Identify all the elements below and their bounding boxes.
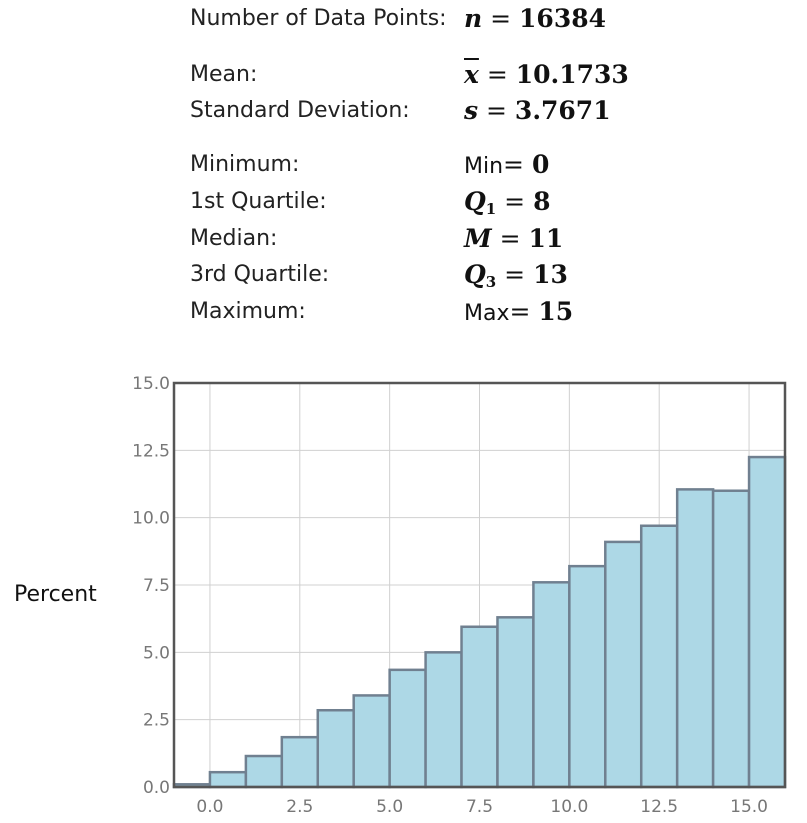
value-median: 11 [528,224,564,253]
y-tick-label-4: 10.0 [132,509,170,529]
stat-label-q3: 3rd Quartile: [190,262,330,287]
bar-0 [208,770,248,789]
x-tick-label-0: 0.0 [196,797,223,817]
x-tick-labels: 0.0 2.5 5.0 7.5 10.0 12.5 15.0 [196,797,768,817]
histogram-bars [172,455,787,789]
y-tick-label-0: 0.0 [143,778,170,798]
bar-7 [460,625,499,789]
x-tick-label-2: 5.0 [376,797,403,817]
plot-frame [172,381,787,789]
bar-12 [639,524,679,789]
prefix-min: Min [464,154,504,179]
value-n: 16384 [519,4,607,33]
bar-3 [316,708,355,789]
symbol-n: n [464,4,483,33]
stat-value-n: n = 16384 [464,4,607,33]
symbol-xbar: x [464,60,479,89]
y-tick-labels: 0.0 2.5 5.0 7.5 10.0 12.5 15.0 [132,374,170,798]
value-q3: 13 [533,260,568,289]
value-min: 0 [531,150,550,179]
y-tick-label-3: 7.5 [143,576,170,596]
stat-value-median: M = 11 [464,224,564,253]
stat-label-mean: Mean: [190,62,258,87]
stat-label-median: Median: [190,226,278,251]
bar-15 [747,455,787,789]
bar-4 [352,694,391,789]
y-tick-label-6: 15.0 [132,374,170,394]
bar-10 [568,564,607,789]
subscript-q3: 3 [485,273,497,291]
stat-label-min: Minimum: [190,152,300,177]
y-tick-label-1: 2.5 [143,711,170,731]
value-sd: 3.7671 [514,96,611,125]
stat-label-sd: Standard Deviation: [190,98,410,123]
y-tick-label-2: 5.0 [143,643,170,663]
bar-5 [388,668,427,789]
prefix-max: Max [464,301,510,326]
value-q1: 8 [533,187,551,216]
bar-13 [675,488,715,789]
symbol-s: s [464,96,479,125]
stat-value-mean: x = 10.1733 [464,60,629,89]
stat-label-n: Number of Data Points: [190,6,447,31]
bar-6 [424,651,463,789]
symbol-m: M [464,224,492,253]
value-mean: 10.1733 [515,60,629,89]
x-tick-label-3: 7.5 [466,797,493,817]
bar-9 [532,581,571,789]
stat-value-max: Max= 15 [464,297,574,326]
x-tick-label-6: 15.0 [730,797,768,817]
symbol-q3: Q [464,260,486,289]
stat-value-q3: Q3 = 13 [464,260,568,291]
bar-1 [244,754,284,789]
stat-label-q1: 1st Quartile: [190,189,327,214]
symbol-q1: Q [464,187,486,216]
bar-11 [604,540,643,789]
stat-value-sd: s = 3.7671 [464,96,611,125]
x-tick-label-5: 12.5 [640,797,678,817]
stat-value-q1: Q1 = 8 [464,187,551,218]
bar-8 [496,616,535,789]
bar-2 [280,735,320,789]
y-tick-label-5: 12.5 [132,441,170,461]
value-max: 15 [538,297,574,326]
x-tick-label-1: 2.5 [286,797,313,817]
stat-label-max: Maximum: [190,299,306,324]
stat-value-min: Min= 0 [464,150,550,179]
bar-14 [711,489,751,789]
y-axis-label: Percent [14,582,97,607]
subscript-q1: 1 [485,200,497,218]
x-tick-label-4: 10.0 [550,797,588,817]
